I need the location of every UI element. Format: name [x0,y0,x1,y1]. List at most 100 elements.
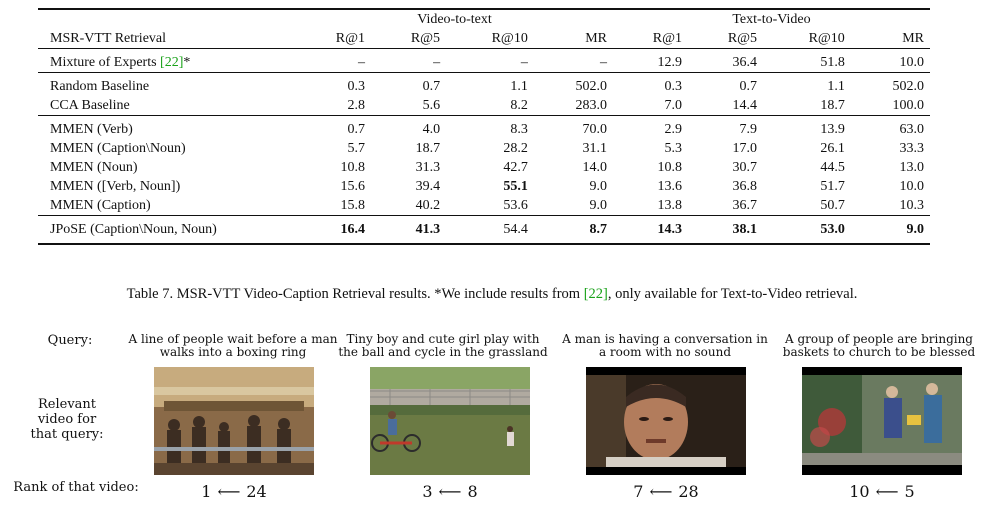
column-header: R@10 [808,31,845,46]
metric-cell: 10.8 [340,160,366,175]
metric-cell: 28.2 [503,141,528,156]
method-name: MMEN (Caption\Noun) [50,141,186,156]
metric-cell: 14.3 [612,215,689,245]
column-header: MSR-VTT Retrieval [50,31,167,46]
method-name: Random Baseline [38,72,296,96]
metric-cell: 502.0 [850,72,930,96]
relevant-video-label: Relevant video for that query: [30,397,104,442]
column-header: R@1 [652,31,683,46]
metric-cell: 4.0 [371,115,447,139]
metric-cell: 30.7 [732,160,758,175]
metric-cell: 18.7 [820,98,845,113]
row-mmen: MMEN (Caption) 15.8 40.2 53.6 9.0 13.8 36.7 50.… [38,196,930,216]
row-mmen: MMEN (Caption\Noun) 5.7 18.7 28.2 31.1 5.3 17.… [38,139,930,158]
metric-cell: 1.1 [763,72,851,96]
metric-cell: 14.4 [732,98,758,113]
rank-old: 8 [467,482,478,501]
metric-cell: 63.0 [850,115,930,139]
column-header: R@5 [410,31,441,46]
rank-new: 1 [201,482,212,501]
header-group-video-to-text: Video-to-text [296,8,613,29]
metric-cell: 0.7 [371,72,447,96]
query-label: Query: [47,333,93,348]
metric-cell: 100.0 [892,98,925,113]
caption-citation[interactable]: [22] [583,286,608,302]
metric-cell: 8.3 [446,115,534,139]
metric-cell: – [446,48,534,73]
metric-cell: 9.0 [850,215,930,245]
table-caption: Table 7. MSR-VTT Video-Caption Retrieval… [0,286,984,303]
metric-cell: 283.0 [575,98,607,113]
metric-cell: 13.0 [899,160,925,175]
left-arrow-icon: ⟵ [438,482,462,501]
metric-cell: 42.7 [503,160,528,175]
metric-cell: 55.1 [503,179,528,194]
metric-cell: 13.8 [657,198,683,213]
rank-change-2: 3 ⟵ 8 [390,482,510,501]
method-name: CCA Baseline [50,98,130,113]
row-baseline: CCA Baseline 2.8 5.6 8.2 283.0 7.0 14.4 18.7 100… [38,96,930,116]
metric-cell: 36.7 [732,198,758,213]
column-header: MR [902,31,924,46]
row-baseline: Random Baseline 0.3 0.7 1.1 502.0 0.3 0.7 1.1 50… [38,72,930,96]
query-text-2: Tiny boy and cute girl play with the bal… [338,332,548,359]
row-mmen: MMEN (Verb) 0.7 4.0 8.3 70.0 2.9 7.9 13.9 63.0 [38,115,930,139]
metric-cell: 18.7 [415,141,441,156]
video-thumbnail-grassland[interactable] [370,367,530,475]
header-group-row: Video-to-text Text-to-Video [38,8,930,29]
video-thumbnail-boxing[interactable] [154,367,314,475]
method-name: MMEN (Verb) [38,115,296,139]
video-thumbnail-church[interactable] [802,367,962,475]
metric-cell: 15.6 [340,179,366,194]
header-corner [38,8,296,29]
metric-cell: 26.1 [820,141,845,156]
metric-cell: 31.1 [582,141,607,156]
method-name: MMEN ([Verb, Noun]) [50,179,181,194]
metric-cell: – [533,48,613,73]
metric-cell: 10.8 [657,160,683,175]
metric-cell: 2.9 [612,115,689,139]
metric-cell: 2.8 [347,98,366,113]
metric-cell: 9.0 [589,179,607,194]
method-name: JPoSE (Caption\Noun, Noun) [38,215,296,245]
query-text-3: A man is having a conversation in a room… [562,332,768,359]
metric-cell: 7.0 [664,98,683,113]
method-name: MMEN (Caption) [50,198,151,213]
metric-cell: 0.3 [296,72,372,96]
metric-cell: 51.7 [820,179,845,194]
row-mmen: MMEN (Noun) 10.8 31.3 42.7 14.0 10.8 30.7 44.5 1… [38,158,930,177]
metric-cell: 54.4 [446,215,534,245]
left-arrow-icon: ⟵ [649,482,673,501]
rank-change-1: 1 ⟵ 24 [174,482,294,501]
metric-cell: 53.6 [503,198,528,213]
query-text-4: A group of people are bringing baskets t… [782,332,976,359]
metric-cell: 5.6 [422,98,441,113]
metric-cell: – [296,48,372,73]
method-name: Mixture of Experts [22]* [38,48,296,73]
metric-cell: 15.8 [340,198,366,213]
metric-cell: 502.0 [533,72,613,96]
metric-cell: 8.7 [533,215,613,245]
metric-cell: 36.8 [732,179,758,194]
metric-cell: 16.4 [296,215,372,245]
header-row: MSR-VTT Retrieval R@1 R@5 R@10 MR R@1 R@5 R@10 M… [38,29,930,49]
row-mixture-of-experts: Mixture of Experts [22]* – – – –12.9 36.4 51.8… [38,48,930,73]
metric-cell: 10.0 [899,179,925,194]
video-thumbnail-conversation[interactable] [586,367,746,475]
rank-label: Rank of that video: [13,480,139,495]
metric-cell: 0.7 [688,72,764,96]
column-header: MR [585,31,607,46]
query-text-1: A line of people wait before a man walks… [128,332,338,359]
metric-cell: 8.2 [510,98,528,113]
method-name: MMEN (Noun) [50,160,138,175]
rank-old: 5 [904,482,915,501]
metric-cell: 17.0 [732,141,758,156]
metric-cell: 40.2 [415,198,441,213]
metric-cell: – [371,48,447,73]
rank-old: 28 [678,482,699,501]
metric-cell: 10.3 [899,198,925,213]
metric-cell: 14.0 [582,160,607,175]
citation-link[interactable]: [22] [160,55,184,70]
rank-new: 3 [422,482,433,501]
column-header: R@10 [491,31,528,46]
